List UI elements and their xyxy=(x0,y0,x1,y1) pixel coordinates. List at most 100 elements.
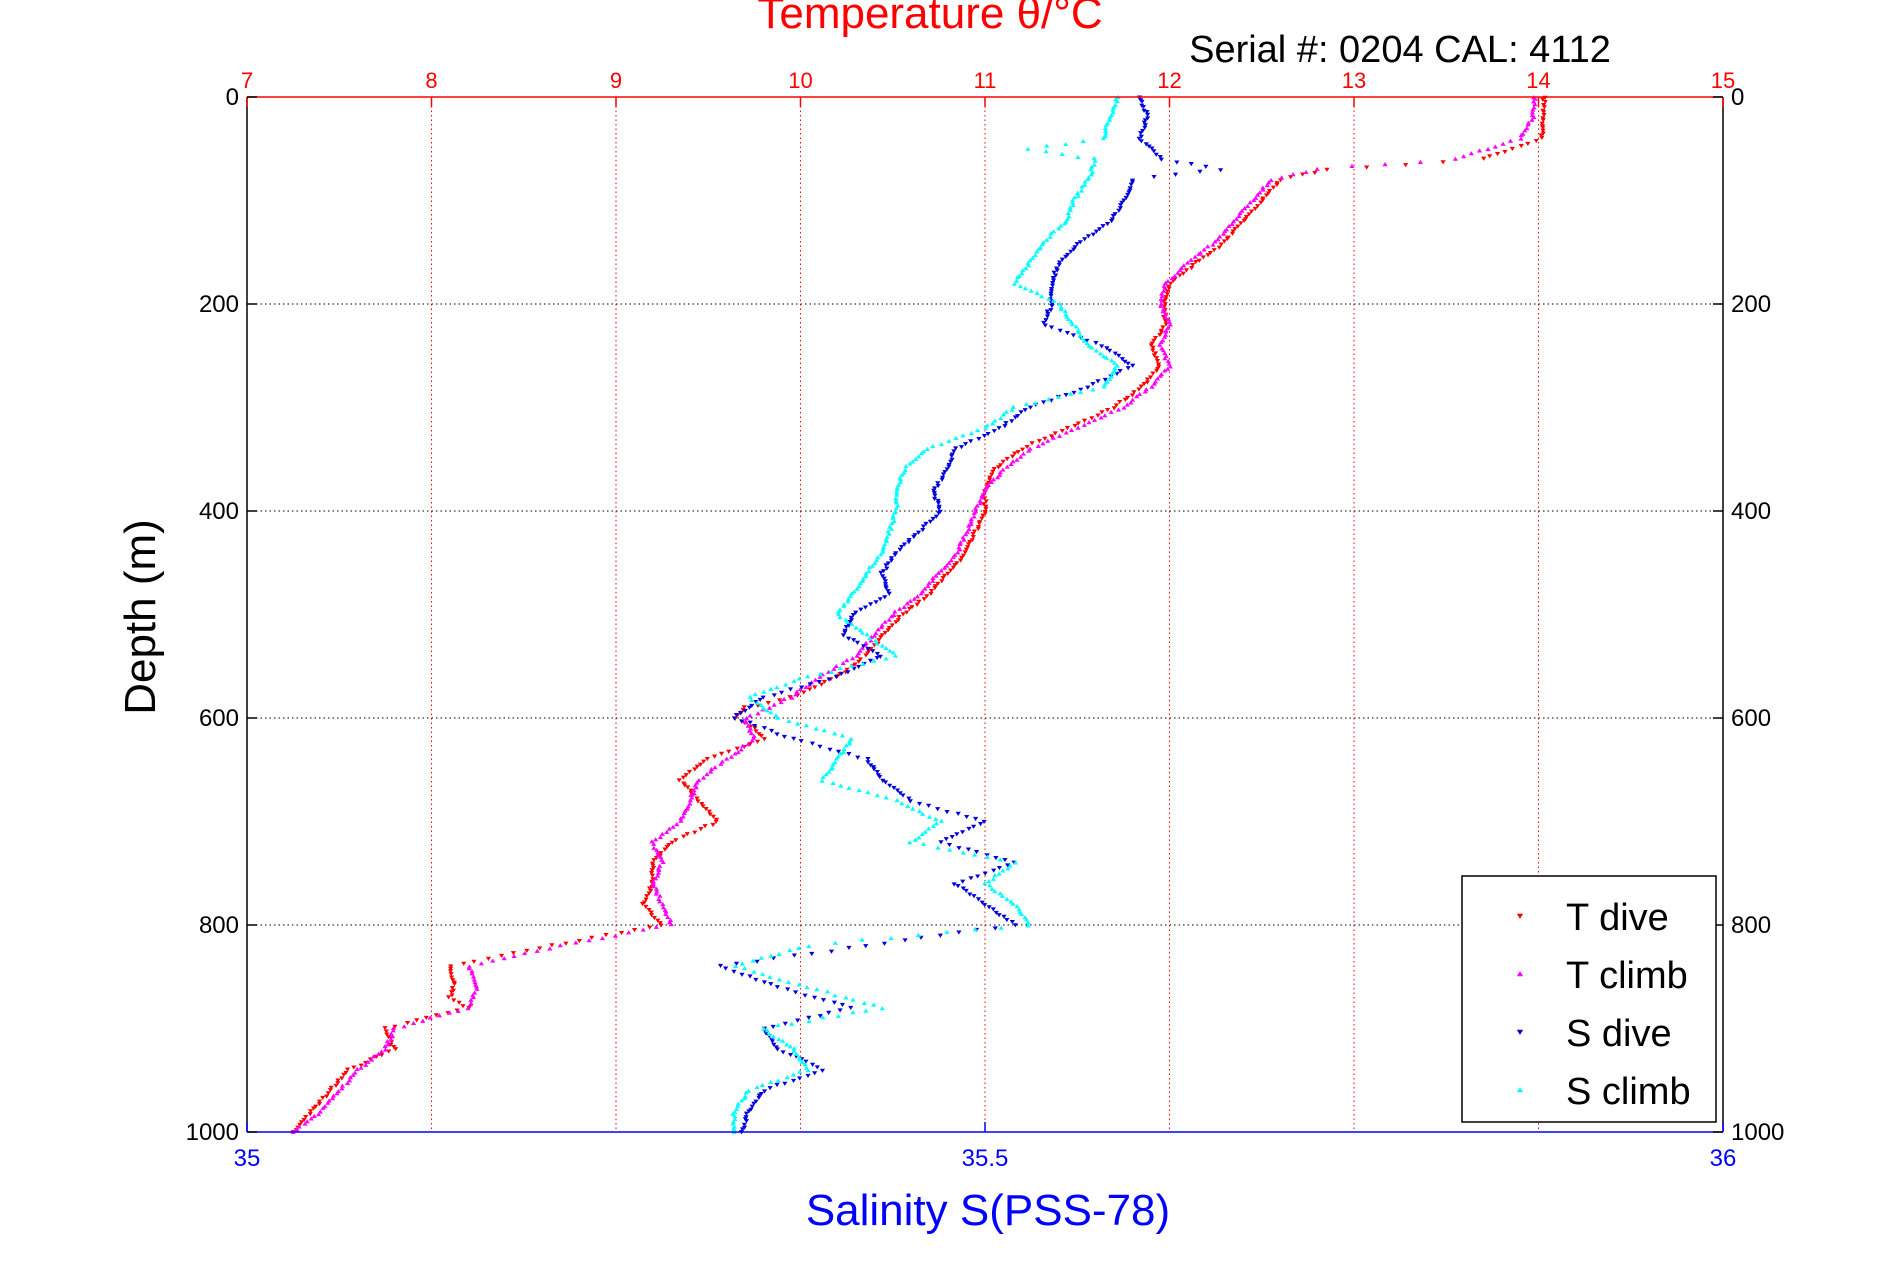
data-point xyxy=(1509,146,1515,152)
data-point xyxy=(1002,424,1008,429)
data-point xyxy=(958,445,965,450)
data-point xyxy=(787,1052,794,1058)
data-point xyxy=(769,1039,776,1044)
data-point xyxy=(471,959,477,964)
data-point xyxy=(650,865,657,871)
data-point xyxy=(1218,242,1224,247)
data-point xyxy=(780,1038,786,1043)
x-axis-label-bottom: Salinity S(PSS-78) xyxy=(806,1186,1170,1235)
data-point xyxy=(490,958,496,963)
data-point xyxy=(983,504,989,509)
data-point xyxy=(816,680,822,685)
data-point xyxy=(992,889,998,894)
data-point xyxy=(700,759,707,764)
data-point xyxy=(1095,413,1101,418)
data-point xyxy=(1048,291,1054,296)
data-point xyxy=(1001,412,1007,417)
data-point xyxy=(845,599,851,604)
data-point xyxy=(448,966,454,971)
data-point xyxy=(821,728,827,733)
data-point xyxy=(893,505,899,511)
data-point xyxy=(1020,451,1026,456)
data-point xyxy=(843,743,849,748)
data-point xyxy=(1200,255,1206,260)
data-point xyxy=(1164,292,1171,297)
data-point xyxy=(1092,158,1098,163)
data-point xyxy=(943,837,949,842)
data-point xyxy=(1417,159,1424,164)
data-point xyxy=(767,1086,773,1091)
data-point xyxy=(979,900,985,905)
data-point xyxy=(863,653,869,658)
data-point xyxy=(681,834,687,839)
data-point xyxy=(811,995,818,1000)
data-point xyxy=(1525,122,1531,127)
data-point xyxy=(1099,410,1105,415)
data-point xyxy=(704,771,710,777)
legend-marker xyxy=(1516,913,1524,919)
data-point xyxy=(1059,428,1065,434)
data-point xyxy=(933,573,939,578)
data-point xyxy=(1138,384,1144,389)
data-point xyxy=(680,775,686,780)
data-point xyxy=(791,736,797,741)
data-point xyxy=(832,940,838,945)
data-point xyxy=(657,899,663,904)
data-point xyxy=(1160,306,1167,311)
data-point xyxy=(1226,223,1232,228)
data-point xyxy=(1088,167,1094,172)
data-point xyxy=(854,653,860,658)
data-point xyxy=(747,742,753,747)
data-point xyxy=(768,686,774,691)
data-point xyxy=(1151,149,1157,154)
data-point xyxy=(733,713,740,718)
data-point xyxy=(1088,172,1095,177)
data-point xyxy=(958,558,964,563)
data-point xyxy=(1167,364,1173,369)
data-point xyxy=(358,1065,364,1070)
data-point xyxy=(854,586,860,591)
data-point xyxy=(910,806,916,811)
data-point xyxy=(389,1034,396,1039)
data-point xyxy=(1196,258,1202,263)
data-point xyxy=(666,826,672,831)
data-point xyxy=(301,1117,307,1123)
data-point xyxy=(1022,408,1028,413)
data-point xyxy=(859,645,865,650)
data-point xyxy=(1128,400,1134,405)
data-point xyxy=(308,1116,314,1121)
data-point xyxy=(977,822,984,827)
data-point xyxy=(1014,904,1020,909)
data-point xyxy=(341,1072,347,1077)
data-point xyxy=(1122,359,1128,364)
data-point xyxy=(894,788,901,793)
data-point xyxy=(1062,221,1068,226)
data-point xyxy=(911,534,917,540)
data-point xyxy=(955,811,961,816)
data-point xyxy=(846,785,852,790)
data-point xyxy=(776,977,782,982)
data-point xyxy=(789,695,795,700)
data-point xyxy=(927,519,933,524)
data-point xyxy=(907,840,913,845)
data-point xyxy=(957,547,963,552)
data-point xyxy=(1246,212,1252,217)
data-point xyxy=(1043,318,1049,323)
data-point xyxy=(987,883,993,888)
data-point xyxy=(843,625,849,630)
data-point xyxy=(770,1024,776,1029)
data-point xyxy=(865,651,871,656)
data-point xyxy=(1056,301,1062,306)
data-point xyxy=(308,1109,314,1114)
data-point xyxy=(718,751,725,756)
data-point xyxy=(472,979,478,985)
data-point xyxy=(474,986,480,991)
data-point xyxy=(1082,237,1088,242)
data-point xyxy=(654,889,660,894)
data-point xyxy=(1102,377,1108,382)
data-point xyxy=(820,1015,826,1020)
data-point xyxy=(782,1081,788,1086)
data-point xyxy=(436,1013,443,1018)
data-point xyxy=(982,487,988,492)
data-point xyxy=(738,747,744,752)
